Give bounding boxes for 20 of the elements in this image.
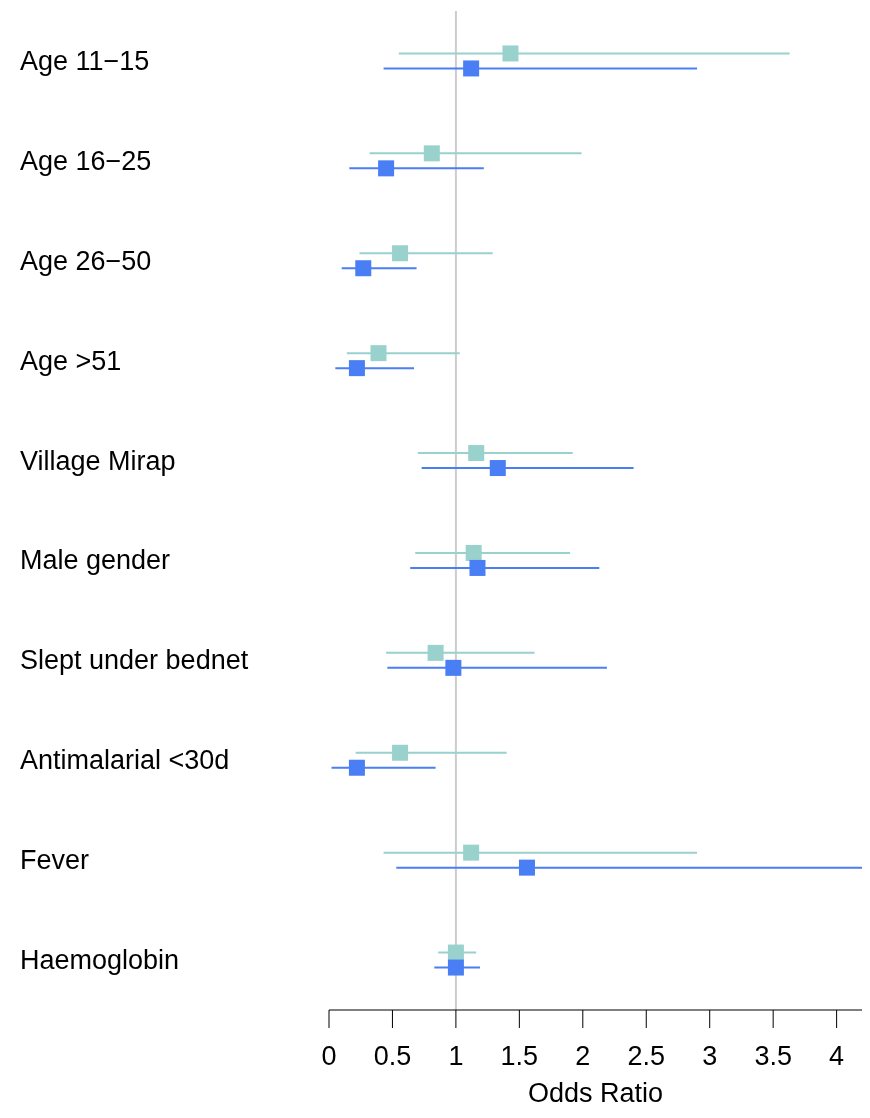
x-tick-label: 4: [829, 1041, 845, 1072]
y-tick-label: Age >51: [20, 345, 122, 376]
y-tick-label: Age 11−15: [20, 45, 150, 76]
x-tick-label: 0.5: [373, 1041, 412, 1072]
x-tick-label: 3.5: [754, 1041, 792, 1072]
y-tick-label: Village Mirap: [20, 445, 176, 476]
y-tick-label: Fever: [20, 845, 90, 876]
x-tick-label: 3: [702, 1041, 718, 1072]
x-tick-label: 0: [321, 1041, 337, 1072]
x-axis-title: Odds Ratio: [527, 1078, 664, 1108]
x-tick-label: 2.5: [627, 1041, 666, 1072]
y-tick-label: Haemoglobin: [20, 945, 180, 976]
x-tick-label: 1: [448, 1041, 464, 1072]
y-tick-label: Male gender: [20, 545, 171, 576]
y-tick-label: Slept under bednet: [20, 645, 249, 676]
x-tick-label: 1.5: [500, 1041, 539, 1072]
x-tick-label: 2: [575, 1041, 591, 1072]
y-tick-label: Age 16−25: [20, 145, 152, 176]
y-tick-label: Antimalarial <30d: [20, 745, 230, 776]
y-tick-label: Age 26−50: [20, 245, 152, 276]
